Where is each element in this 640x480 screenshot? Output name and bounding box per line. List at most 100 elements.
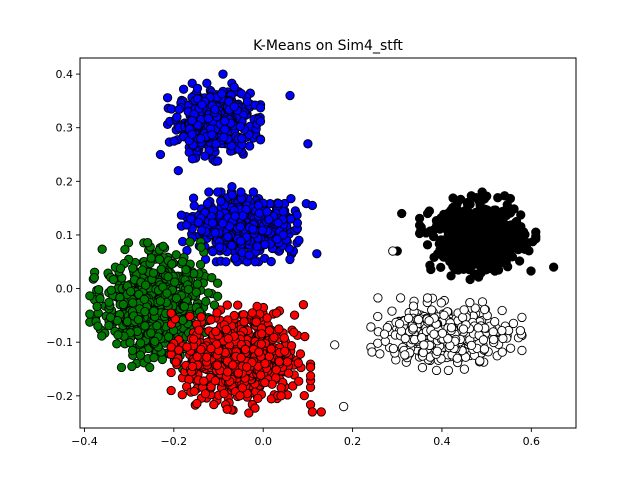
data-point-cluster-6 xyxy=(171,357,181,367)
data-point-cluster-5 xyxy=(143,237,153,248)
data-point-cluster-4 xyxy=(479,344,490,354)
data-point-cluster-1 xyxy=(245,141,255,151)
data-point-cluster-5 xyxy=(104,320,114,331)
data-point-cluster-5 xyxy=(115,263,126,274)
data-point-cluster-2 xyxy=(250,257,260,267)
data-point-cluster-4 xyxy=(379,329,390,339)
data-point-cluster-4 xyxy=(408,323,418,333)
data-point-cluster-5 xyxy=(139,294,150,304)
data-point-cluster-1 xyxy=(197,100,207,110)
data-point-cluster-2 xyxy=(244,250,254,260)
data-point-cluster-4 xyxy=(497,305,507,316)
data-point-cluster-5 xyxy=(108,274,119,285)
data-point-cluster-4 xyxy=(373,338,383,348)
data-point-cluster-2 xyxy=(253,200,264,211)
data-point-cluster-2 xyxy=(278,206,289,217)
data-point-cluster-6 xyxy=(177,390,187,400)
data-point-cluster-2 xyxy=(260,239,270,250)
data-point-cluster-5 xyxy=(146,253,156,263)
data-point-cluster-6 xyxy=(300,331,310,342)
data-point-cluster-6 xyxy=(244,408,254,418)
data-point-cluster-5 xyxy=(167,259,177,269)
data-point-cluster-1 xyxy=(166,104,177,114)
data-point-cluster-6 xyxy=(305,371,316,381)
y-tick-label: 0.3 xyxy=(56,122,74,135)
data-point-cluster-6 xyxy=(251,317,261,327)
data-point-cluster-6 xyxy=(221,324,231,335)
data-point-cluster-5 xyxy=(201,296,211,307)
data-point-cluster-5 xyxy=(113,330,123,340)
data-point-cluster-1 xyxy=(210,104,220,115)
data-point-cluster-1 xyxy=(187,129,197,139)
data-point-cluster-3 xyxy=(521,242,531,252)
data-point-cluster-2 xyxy=(218,218,228,229)
data-point-cluster-4 xyxy=(459,305,469,315)
data-point-cluster-6 xyxy=(271,308,282,318)
data-point-cluster-5 xyxy=(196,242,206,252)
data-point-cluster-1 xyxy=(203,113,213,124)
data-point-cluster-4 xyxy=(488,327,498,337)
data-point-cluster-5 xyxy=(93,321,103,331)
data-point-cluster-2 xyxy=(197,225,207,235)
data-point-cluster-2 xyxy=(307,200,318,211)
data-point-cluster-4 xyxy=(373,311,383,322)
data-point-cluster-5 xyxy=(212,278,223,288)
data-point-cluster-4 xyxy=(395,293,406,303)
data-point-cluster-5 xyxy=(179,301,190,312)
data-point-cluster-1 xyxy=(178,84,189,94)
data-point-cluster-4 xyxy=(497,325,507,336)
data-point-cluster-4 xyxy=(367,347,377,357)
data-point-cluster-5 xyxy=(133,315,144,325)
data-point-cluster-4 xyxy=(366,322,376,332)
data-point-cluster-2 xyxy=(227,190,237,200)
data-point-cluster-3 xyxy=(516,210,526,220)
data-point-cluster-3 xyxy=(462,197,472,208)
data-point-cluster-1 xyxy=(255,116,266,126)
data-point-cluster-6 xyxy=(280,346,290,356)
data-point-cluster-2 xyxy=(235,222,246,232)
data-point-cluster-6 xyxy=(209,399,219,410)
data-point-cluster-2 xyxy=(202,199,213,209)
data-point-cluster-3 xyxy=(442,217,452,227)
data-point-cluster-4 xyxy=(515,325,526,336)
data-point-cluster-5 xyxy=(93,284,104,295)
data-point-cluster-1 xyxy=(242,97,253,107)
data-point-cluster-6 xyxy=(254,347,264,357)
data-point-cluster-2 xyxy=(227,182,237,192)
data-point-cluster-4 xyxy=(417,362,428,373)
data-point-cluster-2 xyxy=(257,225,267,235)
data-point-cluster-3 xyxy=(483,221,493,231)
data-point-cluster-6 xyxy=(202,352,212,362)
data-point-cluster-6 xyxy=(182,342,192,352)
data-point-cluster-4 xyxy=(330,340,340,350)
data-point-cluster-6 xyxy=(293,358,303,368)
data-point-cluster-5 xyxy=(140,306,150,317)
data-point-cluster-6 xyxy=(237,383,248,393)
data-point-cluster-6 xyxy=(253,393,263,404)
data-point-cluster-5 xyxy=(212,291,223,301)
data-point-cluster-6 xyxy=(288,381,298,391)
data-point-cluster-6 xyxy=(166,308,176,318)
data-point-cluster-3 xyxy=(453,219,463,229)
data-point-cluster-3 xyxy=(505,193,515,204)
data-point-cluster-3 xyxy=(425,260,435,270)
data-point-cluster-1 xyxy=(213,156,223,166)
data-point-cluster-1 xyxy=(237,133,247,144)
data-point-cluster-2 xyxy=(312,249,322,259)
data-point-cluster-5 xyxy=(181,265,191,275)
data-point-cluster-3 xyxy=(436,262,446,273)
data-point-cluster-1 xyxy=(303,139,313,149)
data-point-cluster-2 xyxy=(230,253,240,263)
data-point-cluster-1 xyxy=(195,133,206,144)
data-point-cluster-4 xyxy=(443,334,453,344)
data-point-cluster-2 xyxy=(230,211,240,221)
data-point-cluster-5 xyxy=(92,301,102,312)
data-point-cluster-5 xyxy=(177,257,188,267)
data-point-cluster-2 xyxy=(223,232,233,242)
data-point-cluster-5 xyxy=(128,263,138,273)
data-point-cluster-3 xyxy=(509,225,519,236)
data-point-cluster-2 xyxy=(216,196,226,206)
data-point-cluster-5 xyxy=(89,272,100,283)
y-tick-label: 0.1 xyxy=(56,229,74,242)
